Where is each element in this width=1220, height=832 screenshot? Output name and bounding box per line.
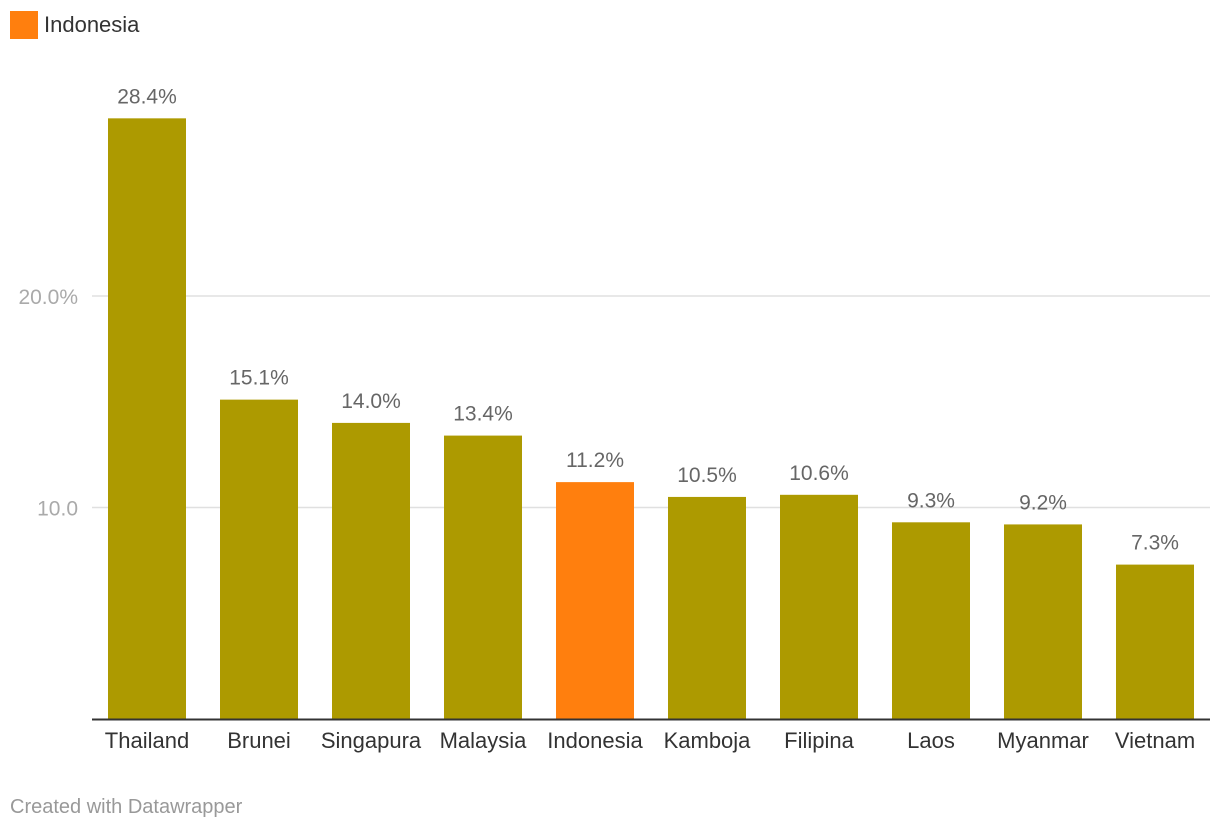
bar bbox=[780, 494, 858, 719]
x-tick-label: Singapura bbox=[321, 728, 422, 753]
bar-layer bbox=[108, 118, 1194, 720]
data-label: 10.5% bbox=[677, 464, 737, 487]
x-tick-label: Brunei bbox=[227, 728, 291, 753]
bar bbox=[220, 399, 298, 719]
bar bbox=[556, 482, 634, 719]
data-label: 9.3% bbox=[907, 489, 955, 512]
x-tick-label: Filipina bbox=[784, 728, 854, 753]
bar bbox=[444, 435, 522, 719]
data-label: 7.3% bbox=[1131, 532, 1179, 555]
legend: Indonesia bbox=[10, 10, 139, 40]
legend-swatch bbox=[10, 11, 38, 39]
x-tick-label: Thailand bbox=[105, 728, 189, 753]
x-tick-label: Vietnam bbox=[1115, 728, 1195, 753]
bar bbox=[108, 118, 186, 720]
data-label: 28.4% bbox=[117, 85, 177, 108]
x-tick-label: Kamboja bbox=[664, 728, 752, 753]
y-tick-label: 10.0 bbox=[37, 498, 78, 521]
bar bbox=[668, 496, 746, 719]
credit-text: Created with Datawrapper bbox=[10, 796, 243, 818]
bar bbox=[1116, 564, 1194, 719]
legend-label: Indonesia bbox=[44, 12, 140, 37]
x-tick-label: Laos bbox=[907, 728, 955, 753]
x-tick-label: Indonesia bbox=[547, 728, 643, 753]
bar bbox=[1004, 524, 1082, 719]
x-tick-label: Myanmar bbox=[997, 728, 1089, 753]
data-label: 11.2% bbox=[566, 449, 624, 472]
data-label: 14.0% bbox=[341, 390, 401, 413]
data-label: 15.1% bbox=[229, 367, 289, 390]
data-label: 9.2% bbox=[1019, 491, 1067, 514]
bar bbox=[892, 522, 970, 719]
label-layer: 28.4% Thailand 15.1% Brunei 14.0% Singapura 13… bbox=[105, 85, 1195, 753]
x-tick-label: Malaysia bbox=[440, 728, 528, 753]
y-tick-label: 20.0% bbox=[18, 286, 78, 309]
data-label: 10.6% bbox=[789, 462, 849, 485]
data-label: 13.4% bbox=[453, 403, 513, 426]
bar bbox=[332, 422, 410, 719]
